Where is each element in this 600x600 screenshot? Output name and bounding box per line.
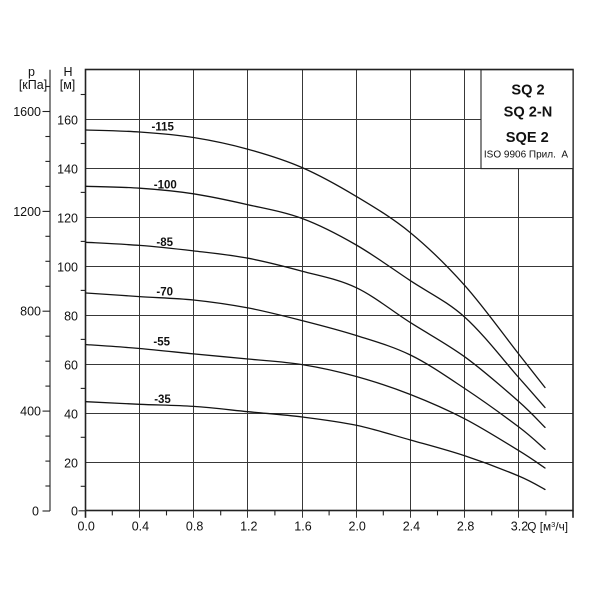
svg-text:800: 800 <box>20 305 41 319</box>
svg-text:-115: -115 <box>152 122 175 134</box>
svg-text:-55: -55 <box>153 337 170 349</box>
svg-text:0.8: 0.8 <box>186 520 203 534</box>
svg-text:1200: 1200 <box>13 205 41 219</box>
svg-text:-35: -35 <box>154 394 171 406</box>
svg-text:2.8: 2.8 <box>457 520 474 534</box>
svg-text:1.2: 1.2 <box>240 520 257 534</box>
svg-text:ISO 9906 Прил. A: ISO 9906 Прил. A <box>484 150 569 161</box>
svg-text:0: 0 <box>71 504 78 518</box>
svg-text:120: 120 <box>57 211 78 225</box>
svg-text:0.4: 0.4 <box>132 520 149 534</box>
svg-text:2.4: 2.4 <box>403 520 420 534</box>
svg-text:1.6: 1.6 <box>294 520 311 534</box>
svg-text:60: 60 <box>64 358 78 372</box>
svg-text:2.0: 2.0 <box>349 520 366 534</box>
svg-text:0: 0 <box>32 504 39 518</box>
svg-text:-85: -85 <box>156 237 173 249</box>
svg-text:p: p <box>28 65 35 79</box>
svg-text:SQE 2: SQE 2 <box>506 130 549 146</box>
svg-text:0.0: 0.0 <box>78 520 95 534</box>
svg-text:140: 140 <box>57 162 78 176</box>
svg-text:-100: -100 <box>154 180 177 192</box>
svg-text:1600: 1600 <box>13 105 41 119</box>
svg-text:40: 40 <box>64 407 78 421</box>
svg-text:20: 20 <box>64 456 78 470</box>
svg-text:160: 160 <box>57 113 78 127</box>
svg-text:400: 400 <box>20 405 41 419</box>
svg-text:80: 80 <box>64 309 78 323</box>
svg-text:Q [м3/ч]: Q [м3/ч] <box>527 520 568 534</box>
svg-text:[кПа]: [кПа] <box>19 78 47 92</box>
svg-text:[м]: [м] <box>60 78 76 92</box>
svg-text:3.2: 3.2 <box>511 520 528 534</box>
svg-text:SQ 2: SQ 2 <box>511 83 544 99</box>
svg-text:H: H <box>63 65 72 79</box>
svg-text:-70: -70 <box>156 287 173 299</box>
svg-text:SQ 2-N: SQ 2-N <box>504 104 553 120</box>
svg-text:100: 100 <box>57 260 78 274</box>
